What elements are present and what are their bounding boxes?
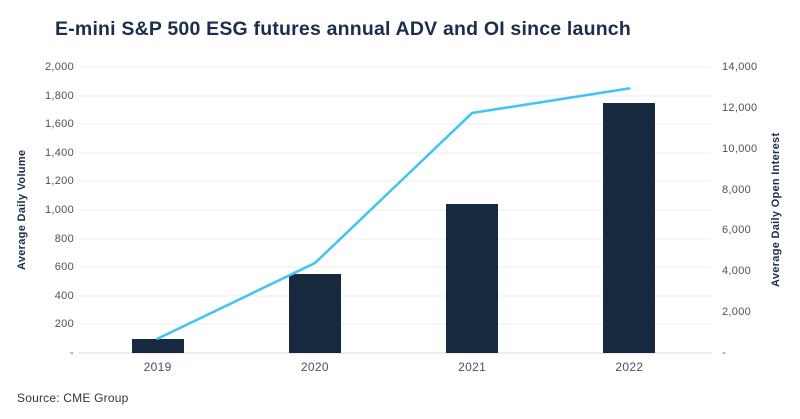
adv-bar-2021	[446, 204, 499, 353]
right-axis-ticks: 14,000 12,000 10,000 8,000 6,000 4,000 2,000 -	[722, 61, 798, 359]
right-axis-tick: 12,000	[722, 101, 758, 114]
right-axis-tick: 2,000	[722, 306, 752, 319]
oi-line	[156, 87, 631, 341]
left-axis-tick: 1,000	[44, 204, 74, 216]
source-note: Source: CME Group	[17, 391, 129, 405]
gridline	[79, 209, 711, 211]
x-axis-label-2022: 2022	[615, 360, 644, 374]
adv-bar-2020	[288, 274, 341, 353]
left-axis-tick: 1,800	[44, 89, 74, 102]
gridline	[79, 152, 711, 154]
left-axis-tick: 800	[54, 232, 74, 245]
right-axis-tick: 14,000	[722, 61, 758, 73]
right-axis-tick: 8,000	[722, 183, 752, 196]
gridline	[79, 295, 711, 297]
right-axis-tick: 6,000	[722, 224, 752, 237]
right-axis-tick: -	[722, 347, 726, 359]
left-axis-ticks: 2,000 1,800 1,600 1,400 1,200 1,000 800 600 400 2…	[0, 61, 74, 359]
left-axis-tick: 1,400	[44, 146, 74, 159]
right-axis-tick: 10,000	[722, 142, 758, 155]
left-axis-tick: 400	[54, 289, 74, 302]
left-axis-tick: 1,600	[44, 118, 74, 131]
left-axis-tick: -	[70, 347, 74, 359]
gridline	[79, 323, 711, 325]
left-axis-tick: 1,200	[44, 175, 74, 188]
gridline	[79, 95, 711, 97]
x-axis-label-2020: 2020	[300, 360, 329, 374]
gridline	[79, 123, 711, 125]
adv-bar-2019	[131, 338, 184, 353]
x-axis-label-2019: 2019	[143, 360, 172, 374]
right-axis-tick: 4,000	[722, 265, 752, 278]
adv-bar-2022	[603, 103, 656, 353]
left-axis-tick: 200	[54, 318, 74, 331]
chart-title: E-mini S&P 500 ESG futures annual ADV an…	[55, 18, 631, 40]
x-axis-baseline	[79, 352, 711, 354]
plot-area	[79, 66, 711, 354]
x-axis-labels: 2019 2020 2021 2022	[79, 360, 708, 376]
gridline	[79, 266, 711, 268]
x-axis-label-2021: 2021	[458, 360, 487, 374]
gridline	[79, 180, 711, 182]
gridline	[79, 238, 711, 240]
oi-line-layer	[156, 87, 631, 341]
left-axis-tick: 2,000	[44, 61, 74, 73]
gridline	[79, 66, 711, 68]
left-axis-tick: 600	[54, 261, 74, 274]
